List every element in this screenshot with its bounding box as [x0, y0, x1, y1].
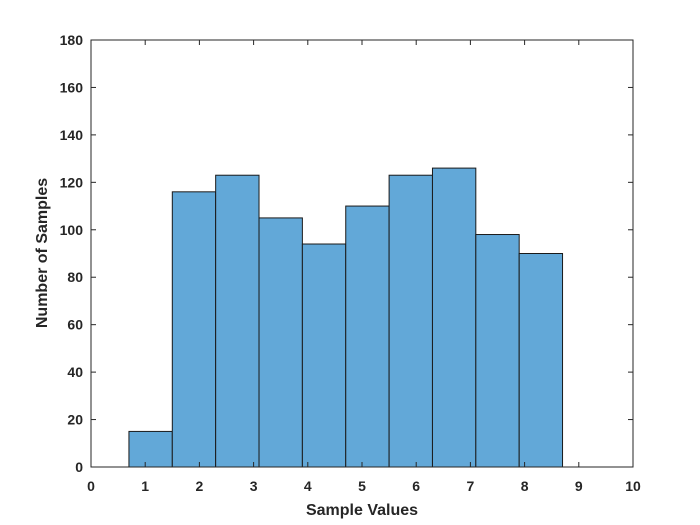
histogram-bar-5: [301, 243, 347, 468]
x-tick-label-1: 1: [141, 478, 149, 494]
axes-frame: [90, 39, 634, 468]
histogram-bar-7: [388, 174, 433, 468]
bars-group: [128, 167, 564, 468]
y-tick-label-160: 160: [60, 79, 84, 95]
histogram-bar-2: [171, 191, 217, 468]
histogram-bar-1: [128, 430, 173, 468]
x-tick-label-0: 0: [87, 478, 95, 494]
y-tick-label-100: 100: [60, 222, 84, 238]
x-tick-label-10: 10: [625, 478, 641, 494]
histogram-bar-3: [215, 174, 260, 468]
x-tick-label-9: 9: [575, 478, 583, 494]
y-tick-label-60: 60: [67, 317, 83, 333]
y-tick-label-120: 120: [60, 174, 84, 190]
histogram-bar-4: [258, 217, 303, 468]
histogram-bar-9: [475, 234, 520, 468]
x-tick-label-4: 4: [304, 478, 312, 494]
histogram-bar-6: [345, 205, 390, 468]
x-axis-label: Sample Values: [306, 502, 418, 519]
x-tick-label-2: 2: [196, 478, 204, 494]
y-tick-label-20: 20: [67, 412, 83, 428]
x-tick-label-3: 3: [250, 478, 258, 494]
x-tick-label-8: 8: [521, 478, 529, 494]
x-tick-label-6: 6: [412, 478, 420, 494]
y-tick-label-0: 0: [75, 459, 83, 475]
x-tick-label-7: 7: [467, 478, 475, 494]
y-tick-label-80: 80: [67, 269, 83, 285]
y-tick-label-180: 180: [60, 32, 84, 48]
y-tick-label-40: 40: [67, 364, 83, 380]
y-axis-label: Number of Samples: [34, 178, 51, 328]
histogram-bar-8: [431, 167, 477, 468]
y-tick-label-140: 140: [60, 127, 84, 143]
histogram-bar-10: [518, 253, 564, 468]
x-tick-label-5: 5: [358, 478, 366, 494]
